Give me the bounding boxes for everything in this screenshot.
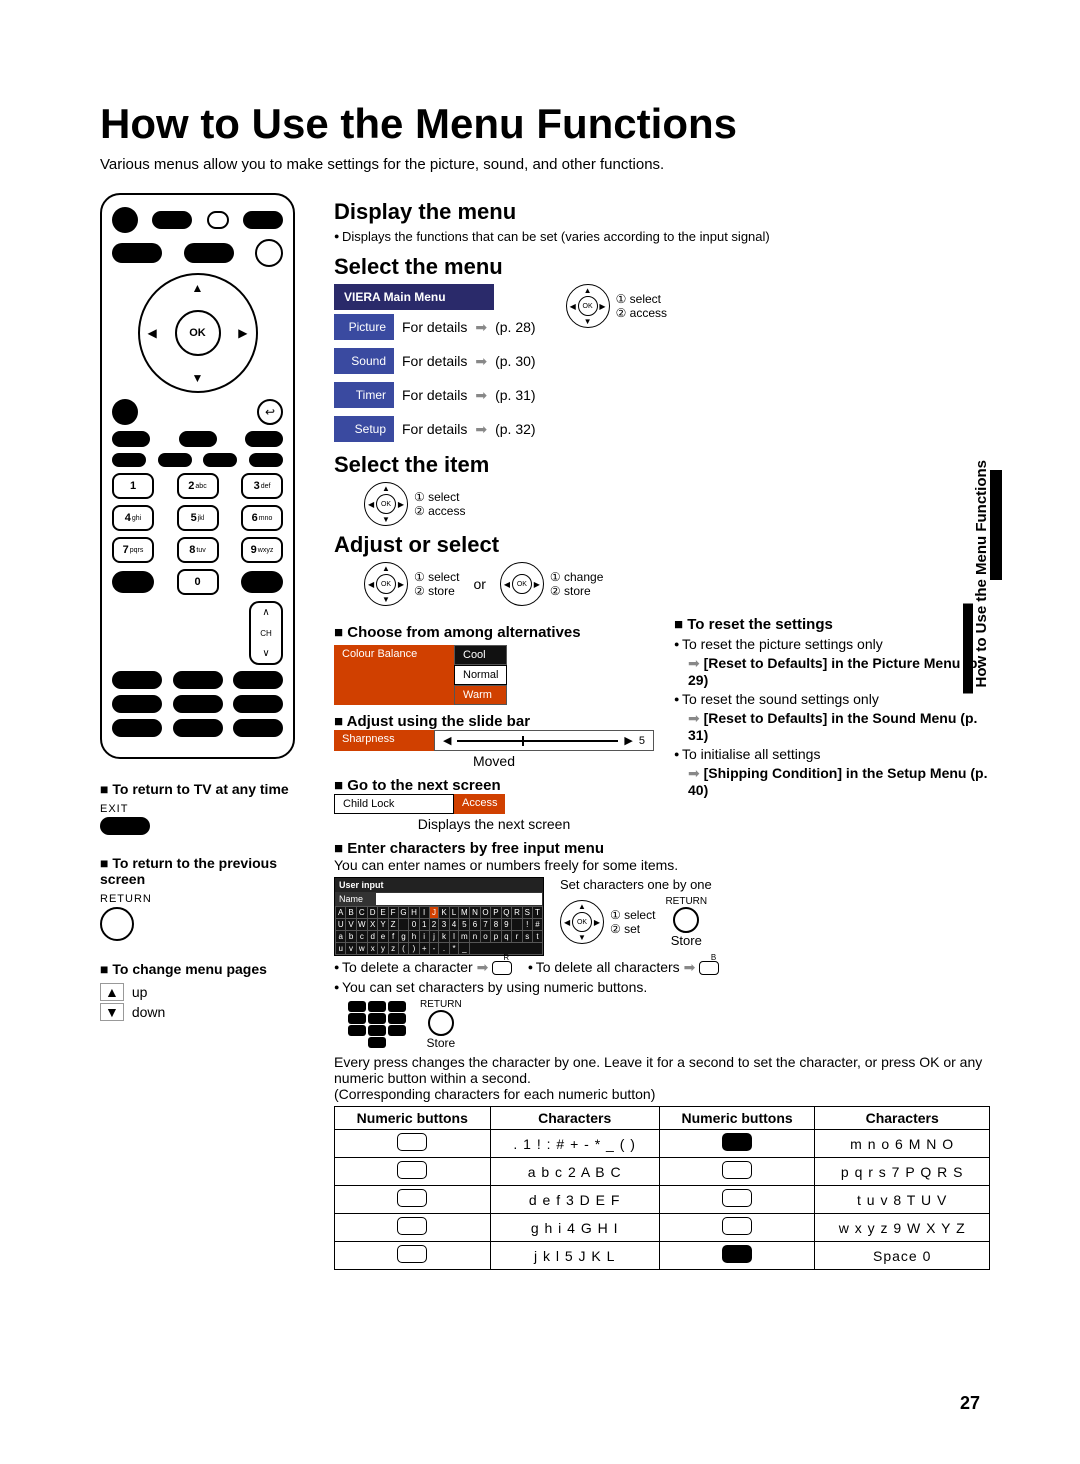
menu-timer: Timer bbox=[334, 382, 394, 408]
sec-select-menu: Select the menu bbox=[334, 254, 990, 280]
page-number: 27 bbox=[960, 1393, 980, 1414]
side-tab: How to Use the Menu Functions bbox=[973, 460, 990, 688]
key-9[interactable]: 9wxyz bbox=[241, 537, 283, 563]
nav-select-set: ▲▼◀▶OK ① select② set bbox=[560, 900, 655, 944]
sec-display: Display the menu bbox=[334, 199, 990, 225]
or-label: or bbox=[473, 576, 485, 592]
tip-return-tv: To return to TV at any time bbox=[100, 781, 310, 797]
opt-warm: Warm bbox=[454, 685, 507, 705]
enter-note: You can enter names or numbers freely fo… bbox=[334, 857, 990, 873]
del-all: To delete all characters bbox=[528, 959, 680, 975]
nav-select-access: ▲▼◀▶OK ① select② access bbox=[566, 284, 667, 328]
side-tab-bar bbox=[990, 470, 1002, 580]
access-label: Access bbox=[454, 794, 505, 814]
menu-sound: Sound bbox=[334, 348, 394, 374]
intro-text: Various menus allow you to make settings… bbox=[100, 156, 990, 173]
key-2[interactable]: 2abc bbox=[177, 473, 219, 499]
reset-init-link: [Shipping Condition] in the Setup Menu (… bbox=[688, 765, 990, 798]
nav-select-store: ▲▼◀▶OK ① select② store bbox=[364, 562, 459, 606]
return-label: RETURN bbox=[100, 893, 310, 905]
tip-change-pages: To change menu pages bbox=[100, 961, 310, 977]
nav-select-access-2: ▲▼◀▶OK ① select② access bbox=[364, 482, 465, 526]
key-6[interactable]: 6mno bbox=[241, 505, 283, 531]
numeric-char-table: Numeric buttonsCharacters Numeric button… bbox=[334, 1106, 990, 1270]
key-1[interactable]: 1 bbox=[112, 473, 154, 499]
key-4[interactable]: 4ghi bbox=[112, 505, 154, 531]
sub-choose: Choose from among alternatives bbox=[334, 624, 654, 641]
key-7[interactable]: 7pqrs bbox=[112, 537, 154, 563]
key-8[interactable]: 8tuv bbox=[177, 537, 219, 563]
page-up: ▲up bbox=[100, 983, 310, 1001]
sub-reset: To reset the settings bbox=[674, 616, 990, 633]
sub-adjust-bar: Adjust using the slide bar bbox=[334, 713, 654, 730]
every-press: Every press changes the character by one… bbox=[334, 1054, 990, 1086]
return-small-2: RETURN bbox=[420, 999, 462, 1010]
page-title: How to Use the Menu Functions bbox=[100, 100, 990, 148]
numeric-note: You can set characters by using numeric … bbox=[334, 979, 647, 995]
set-chars-label: Set characters one by one bbox=[560, 877, 712, 892]
opt-cool: Cool bbox=[454, 645, 507, 665]
opt-normal: Normal bbox=[454, 665, 507, 685]
ok-button[interactable]: OK bbox=[175, 310, 221, 356]
channel-rocker[interactable]: ∧CH∨ bbox=[249, 601, 283, 665]
reset-sound-link: [Reset to Defaults] in the Sound Menu (p… bbox=[688, 710, 990, 743]
return-small: RETURN bbox=[665, 896, 707, 907]
sub-next-screen: Go to the next screen bbox=[334, 777, 654, 794]
exit-label: EXIT bbox=[100, 803, 310, 815]
reset-pic: To reset the picture settings only bbox=[674, 636, 990, 652]
sec-adjust: Adjust or select bbox=[334, 532, 990, 558]
display-note: Displays the functions that can be set (… bbox=[334, 229, 990, 244]
child-lock-label: Child Lock bbox=[334, 794, 454, 814]
sub-enter-chars: Enter characters by free input menu bbox=[334, 840, 990, 857]
moved-label: Moved bbox=[334, 753, 654, 769]
del-char: To delete a character bbox=[334, 959, 473, 975]
sharpness-label: Sharpness bbox=[334, 730, 434, 751]
menu-picture: Picture bbox=[334, 314, 394, 340]
dpad[interactable]: ▲▼ ◀▶ OK bbox=[138, 273, 258, 393]
main-menu-box: VIERA Main Menu PictureFor details➡(p. 2… bbox=[334, 284, 536, 446]
tip-return-prev: To return to the previous screen bbox=[100, 855, 310, 887]
store-small: Store bbox=[665, 933, 707, 948]
displays-next: Displays the next screen bbox=[334, 816, 654, 832]
nav-change-store: ◀▶OK ① change② store bbox=[500, 562, 603, 606]
reset-sound: To reset the sound settings only bbox=[674, 691, 990, 707]
corresponding: (Corresponding characters for each numer… bbox=[334, 1086, 990, 1102]
store-small-2: Store bbox=[420, 1036, 462, 1050]
key-5[interactable]: 5jkl bbox=[177, 505, 219, 531]
remote-control: ▲▼ ◀▶ OK ↩ 1 2abc bbox=[100, 193, 295, 759]
menu-setup: Setup bbox=[334, 416, 394, 442]
reset-init: To initialise all settings bbox=[674, 746, 990, 762]
key-3[interactable]: 3def bbox=[241, 473, 283, 499]
sec-select-item: Select the item bbox=[334, 452, 990, 478]
user-input-grid: User input Name ABCDEFGHIJKLMNOPQRST UVW… bbox=[334, 877, 544, 956]
page-down: ▼down bbox=[100, 1003, 310, 1021]
mini-keypad-icon bbox=[348, 1000, 406, 1049]
main-menu-header: VIERA Main Menu bbox=[334, 284, 494, 310]
reset-pic-link: [Reset to Defaults] in the Picture Menu … bbox=[688, 655, 990, 688]
key-0[interactable]: 0 bbox=[177, 569, 219, 595]
colour-balance-label: Colour Balance bbox=[334, 645, 454, 705]
